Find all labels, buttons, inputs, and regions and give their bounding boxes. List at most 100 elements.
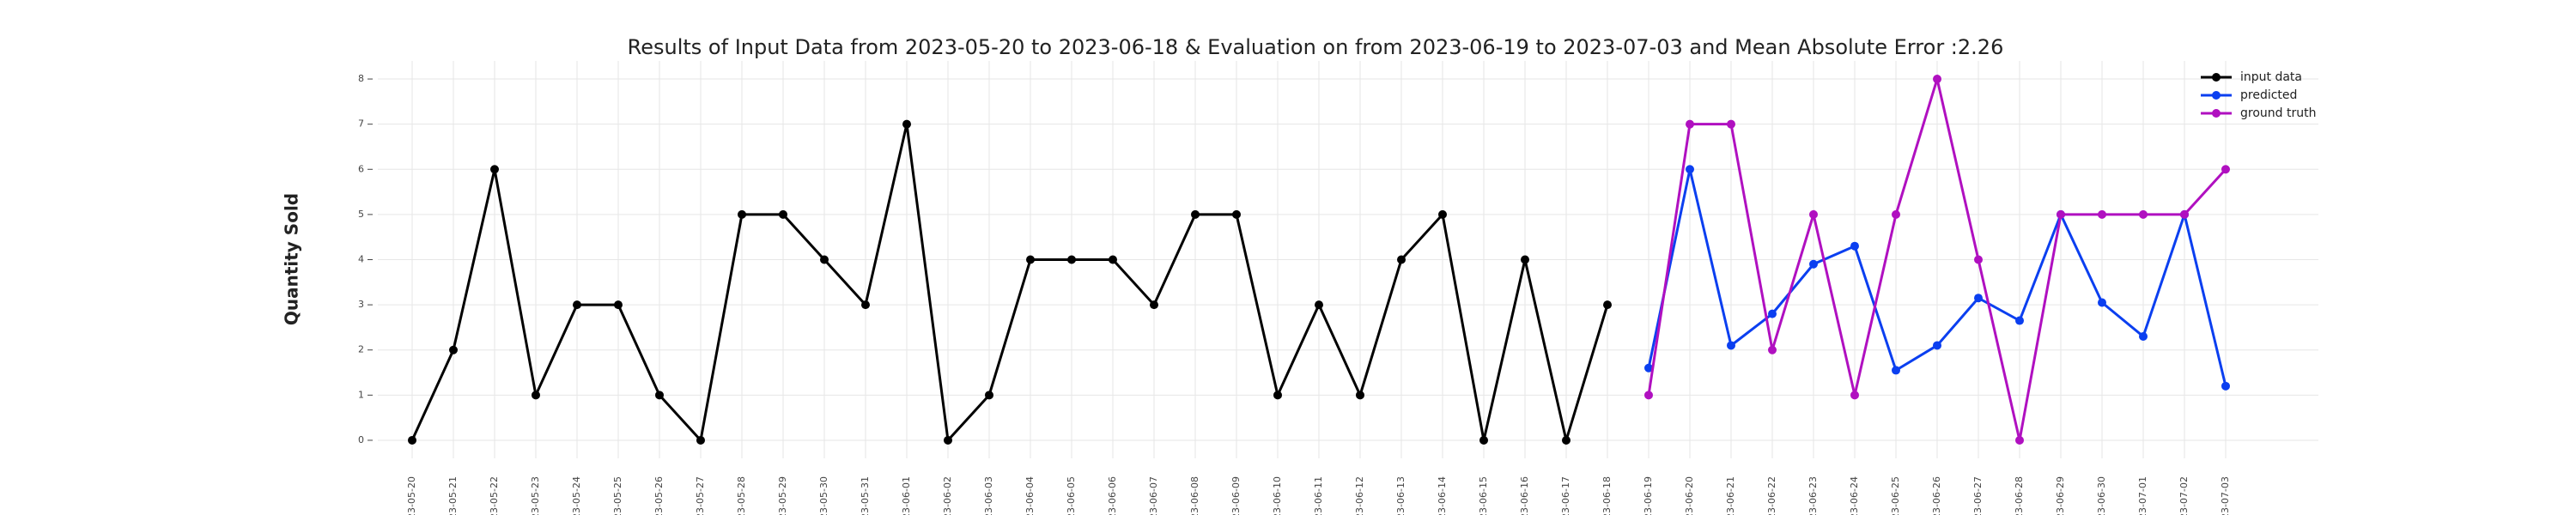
x-tick-label: 2023-05-26 bbox=[653, 476, 665, 515]
x-tick-label: 2023-06-22 bbox=[1766, 476, 1777, 515]
legend-label: input data bbox=[2240, 70, 2302, 84]
y-tick-label: 2 bbox=[358, 344, 364, 355]
x-tick-label: 2023-05-25 bbox=[612, 476, 623, 515]
data-point bbox=[1974, 294, 1983, 303]
x-tick-label: 2023-05-30 bbox=[818, 476, 829, 515]
x-tick-label: 2023-05-24 bbox=[571, 476, 582, 515]
x-tick-label: 2023-06-20 bbox=[1684, 476, 1695, 515]
y-axis-label: Quantity Sold bbox=[282, 193, 302, 325]
data-point bbox=[1150, 300, 1158, 310]
data-point bbox=[1727, 341, 1735, 350]
x-tick-label: 2023-07-03 bbox=[2220, 476, 2231, 515]
data-point bbox=[408, 435, 416, 445]
data-point bbox=[655, 391, 664, 400]
data-point bbox=[1892, 209, 1900, 219]
data-point bbox=[1809, 259, 1818, 269]
x-tick-label: 2023-05-28 bbox=[736, 476, 747, 515]
data-point bbox=[1273, 391, 1282, 400]
data-point bbox=[1109, 255, 1117, 264]
data-point bbox=[573, 300, 581, 310]
x-tick-label: 2023-05-27 bbox=[695, 476, 706, 515]
x-tick-label: 2023-06-24 bbox=[1849, 476, 1860, 515]
data-point bbox=[1026, 255, 1035, 264]
y-tick-label: 3 bbox=[358, 299, 364, 310]
data-point bbox=[532, 391, 540, 400]
data-point bbox=[490, 165, 499, 174]
legend-marker bbox=[2212, 73, 2221, 82]
x-tick-label: 2023-06-26 bbox=[1931, 476, 1942, 515]
data-point bbox=[1067, 255, 1076, 264]
data-point bbox=[2221, 381, 2230, 391]
data-point bbox=[1850, 241, 1859, 251]
data-point bbox=[1727, 119, 1735, 129]
data-point bbox=[1521, 255, 1529, 264]
data-point bbox=[2057, 209, 2065, 219]
data-point bbox=[1933, 341, 1941, 350]
data-point bbox=[1603, 300, 1612, 310]
x-tick-label: 2023-06-23 bbox=[1807, 476, 1819, 515]
data-point bbox=[1397, 255, 1406, 264]
y-tick-label: 5 bbox=[358, 209, 364, 220]
legend-marker bbox=[2212, 91, 2221, 100]
data-point bbox=[2098, 298, 2106, 307]
x-tick-label: 2023-07-02 bbox=[2178, 476, 2190, 515]
data-point bbox=[779, 209, 787, 219]
data-point bbox=[902, 119, 911, 129]
data-point bbox=[1356, 391, 1364, 400]
x-tick-label: 2023-06-21 bbox=[1725, 476, 1736, 515]
x-tick-label: 2023-06-08 bbox=[1189, 476, 1200, 515]
x-tick-label: 2023-06-12 bbox=[1354, 476, 1365, 515]
data-point bbox=[1768, 309, 1777, 318]
y-tick-label: 0 bbox=[358, 434, 364, 445]
data-point bbox=[1974, 255, 1983, 264]
data-point bbox=[1809, 209, 1818, 219]
data-point bbox=[1479, 435, 1488, 445]
x-tick-label: 2023-06-05 bbox=[1066, 476, 1077, 515]
data-point bbox=[2180, 209, 2189, 219]
data-point bbox=[738, 209, 746, 219]
y-tick-label: 7 bbox=[358, 118, 364, 130]
data-point bbox=[2221, 165, 2230, 174]
data-point bbox=[1686, 119, 1694, 129]
x-tick-label: 2023-06-25 bbox=[1890, 476, 1901, 515]
x-tick-label: 2023-06-04 bbox=[1024, 476, 1036, 515]
x-tick-label: 2023-06-30 bbox=[2096, 476, 2107, 515]
x-tick-label: 2023-06-18 bbox=[1601, 476, 1613, 515]
x-tick-label: 2023-05-21 bbox=[447, 476, 459, 515]
y-tick-label: 8 bbox=[358, 73, 364, 84]
data-point bbox=[1562, 435, 1571, 445]
data-point bbox=[944, 435, 952, 445]
y-tick-label: 6 bbox=[358, 163, 364, 174]
x-tick-label: 2023-05-23 bbox=[530, 476, 541, 515]
x-tick-label: 2023-06-02 bbox=[942, 476, 953, 515]
y-tick-label: 1 bbox=[358, 389, 364, 400]
data-point bbox=[696, 435, 705, 445]
data-point bbox=[1892, 366, 1900, 375]
data-point bbox=[1850, 391, 1859, 400]
data-point bbox=[1438, 209, 1447, 219]
data-point bbox=[1644, 391, 1653, 400]
x-tick-label: 2023-05-20 bbox=[406, 476, 417, 515]
data-point bbox=[2139, 331, 2148, 341]
y-tick-label: 4 bbox=[358, 254, 364, 265]
x-tick-label: 2023-06-13 bbox=[1395, 476, 1406, 515]
x-tick-label: 2023-06-29 bbox=[2055, 476, 2066, 515]
data-point bbox=[1191, 209, 1200, 219]
x-tick-label: 2023-05-22 bbox=[489, 476, 500, 515]
series-line bbox=[410, 124, 1609, 445]
x-tick-label: 2023-06-03 bbox=[983, 476, 994, 515]
x-tick-label: 2023-06-17 bbox=[1560, 476, 1571, 515]
x-tick-label: 2023-06-07 bbox=[1148, 476, 1159, 515]
data-point bbox=[2015, 316, 2024, 325]
data-point bbox=[449, 345, 458, 354]
x-tick-label: 2023-06-09 bbox=[1230, 476, 1242, 515]
data-point bbox=[2015, 435, 2024, 445]
data-point bbox=[820, 255, 829, 264]
legend-marker bbox=[2212, 109, 2221, 118]
x-tick-label: 2023-06-15 bbox=[1478, 476, 1489, 515]
x-tick-label: 2023-06-28 bbox=[2014, 476, 2025, 515]
data-point bbox=[985, 391, 993, 400]
data-point bbox=[861, 300, 870, 310]
data-point bbox=[614, 300, 623, 310]
